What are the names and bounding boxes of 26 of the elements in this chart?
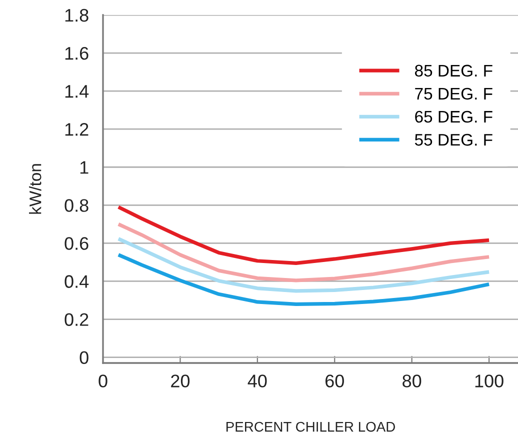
y-tick-label: 1.4 <box>65 85 89 98</box>
legend-label: 75 DEG. F <box>415 88 492 100</box>
x-tick-label: 100 <box>475 374 504 388</box>
y-tick-label: 1.6 <box>65 46 88 60</box>
y-tick-label: 1 <box>80 161 88 174</box>
y-axis-title: kW/ton <box>29 164 42 214</box>
line-series <box>116 205 491 265</box>
y-tick-label: 0.4 <box>64 275 89 288</box>
x-tick-label: 20 <box>171 374 190 388</box>
line-series <box>116 222 491 282</box>
x-tick-label: 80 <box>402 374 422 388</box>
line-series <box>116 237 491 293</box>
x-tick-label: 40 <box>248 374 267 388</box>
x-tick-label: 60 <box>326 374 344 388</box>
y-tick-label: 0 <box>80 351 88 364</box>
legend-label: 85 DEG. F <box>415 64 492 77</box>
x-axis-title: PERCENT CHILLER LOAD <box>226 422 395 432</box>
line-series <box>116 252 491 306</box>
y-tick-label: 1.8 <box>65 8 88 22</box>
y-tick-label: 0.8 <box>64 199 88 212</box>
y-tick-label: 1.2 <box>65 123 88 136</box>
x-tick-label: 0 <box>98 374 108 388</box>
y-tick-label: 0.6 <box>64 237 88 250</box>
legend-label: 55 DEG. F <box>414 134 492 146</box>
y-tick-label: 0.2 <box>64 313 88 326</box>
legend-label: 65 DEG. F <box>415 110 492 123</box>
